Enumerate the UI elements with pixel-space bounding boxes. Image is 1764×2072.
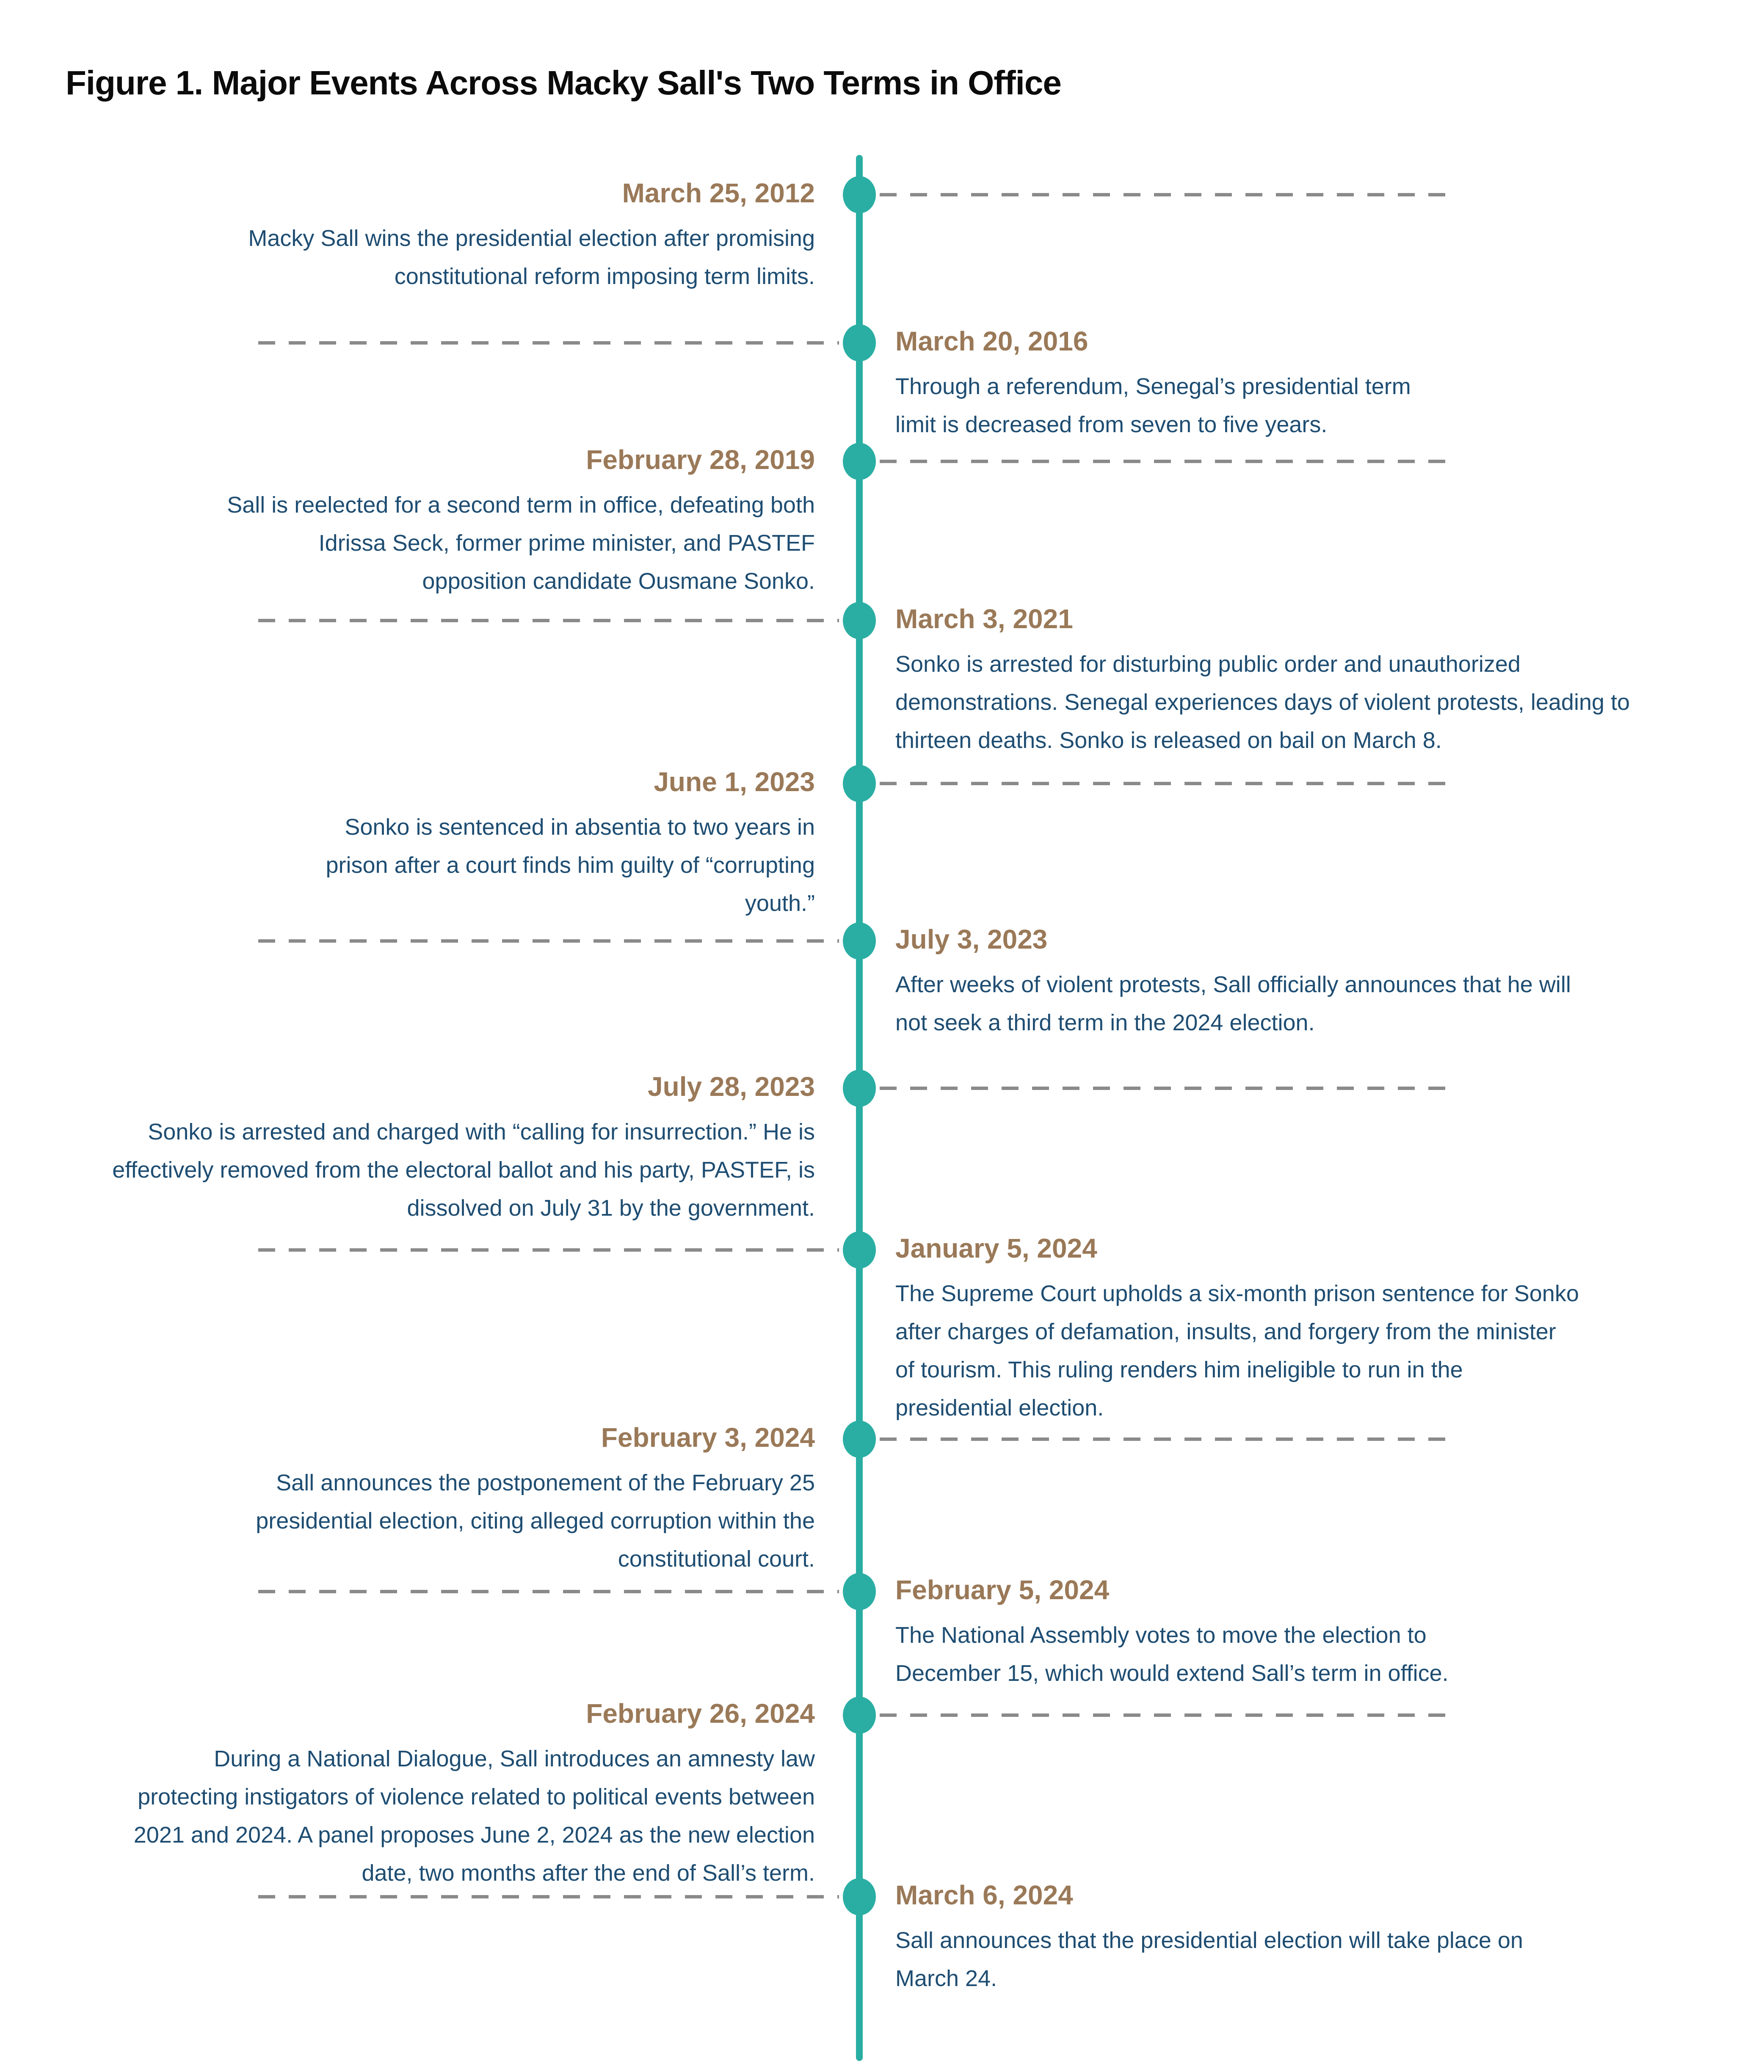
- timeline-node: [843, 443, 876, 480]
- timeline-node: [843, 602, 876, 639]
- event-date: February 28, 2019: [586, 444, 815, 475]
- connector-dashed-line: [258, 619, 839, 622]
- timeline-node: [843, 922, 876, 960]
- timeline-event: July 28, 2023 Sonko is arrested and char…: [104, 1073, 815, 1227]
- connector-dashed-line: [258, 939, 839, 943]
- timeline-node: [843, 1231, 876, 1269]
- event-description: The National Assembly votes to move the …: [895, 1622, 1449, 1686]
- connector-dashed-line: [880, 782, 1459, 785]
- connector-dashed-line: [880, 460, 1459, 463]
- timeline-node: [843, 1070, 876, 1107]
- event-description: Sall announces that the presidential ele…: [895, 1928, 1523, 1991]
- event-description: Sall announces the postponement of the F…: [256, 1470, 815, 1572]
- timeline-event: February 26, 2024 During a National Dial…: [121, 1700, 815, 1892]
- connector-dashed-line: [258, 1895, 839, 1898]
- event-date: February 3, 2024: [601, 1422, 815, 1453]
- event-description: Sall is reelected for a second term in o…: [227, 492, 815, 594]
- event-date: March 3, 2021: [895, 604, 1073, 634]
- timeline-node: [843, 1878, 876, 1915]
- event-date: January 5, 2024: [895, 1233, 1097, 1264]
- event-description: The Supreme Court upholds a six-month pr…: [895, 1281, 1579, 1421]
- connector-dashed-line: [258, 1590, 839, 1593]
- event-date: February 5, 2024: [895, 1575, 1110, 1605]
- event-description: After weeks of violent protests, Sall of…: [895, 972, 1571, 1035]
- timeline-event: March 20, 2016 Through a referendum, Sen…: [895, 328, 1441, 444]
- timeline-axis: [856, 155, 863, 2061]
- event-description: During a National Dialogue, Sall introdu…: [133, 1746, 815, 1886]
- timeline-event: June 1, 2023 Sonko is sentenced in absen…: [307, 768, 815, 922]
- timeline-event: February 3, 2024 Sall announces the post…: [193, 1424, 815, 1578]
- connector-dashed-line: [880, 1437, 1459, 1441]
- event-description: Sonko is arrested and charged with “call…: [112, 1119, 815, 1221]
- connector-dashed-line: [258, 341, 839, 345]
- connector-dashed-line: [880, 1713, 1459, 1717]
- timeline-event: March 6, 2024 Sall announces that the pr…: [895, 1882, 1526, 1998]
- event-description: Sonko is arrested for disturbing public …: [895, 651, 1630, 753]
- event-date: July 28, 2023: [648, 1071, 815, 1102]
- timeline-node: [843, 765, 876, 802]
- event-date: February 26, 2024: [586, 1698, 815, 1729]
- timeline-event: January 5, 2024 The Supreme Court uphold…: [895, 1235, 1581, 1427]
- timeline-node: [843, 1421, 876, 1458]
- event-date: March 25, 2012: [622, 178, 815, 208]
- timeline-node: [843, 1573, 876, 1610]
- timeline-node: [843, 324, 876, 361]
- event-description: Sonko is sentenced in absentia to two ye…: [326, 814, 815, 916]
- event-description: Through a referendum, Senegal’s presiden…: [895, 374, 1411, 437]
- event-description: Macky Sall wins the presidential electio…: [248, 226, 815, 289]
- timeline-event: February 5, 2024 The National Assembly v…: [895, 1576, 1530, 1692]
- timeline-event: July 3, 2023 After weeks of violent prot…: [895, 926, 1598, 1042]
- figure-title: Figure 1. Major Events Across Macky Sall…: [66, 64, 1062, 102]
- timeline-node: [843, 176, 876, 213]
- event-date: July 3, 2023: [895, 924, 1048, 955]
- event-date: June 1, 2023: [654, 767, 815, 797]
- timeline-event: February 28, 2019 Sall is reelected for …: [222, 446, 815, 600]
- timeline-event: March 3, 2021 Sonko is arrested for dist…: [895, 605, 1640, 759]
- event-date: March 20, 2016: [895, 326, 1088, 356]
- connector-dashed-line: [880, 193, 1459, 196]
- connector-dashed-line: [880, 1087, 1459, 1090]
- event-date: March 6, 2024: [895, 1880, 1073, 1910]
- timeline-node: [843, 1697, 876, 1734]
- connector-dashed-line: [258, 1248, 839, 1252]
- timeline-event: March 25, 2012 Macky Sall wins the presi…: [176, 179, 815, 295]
